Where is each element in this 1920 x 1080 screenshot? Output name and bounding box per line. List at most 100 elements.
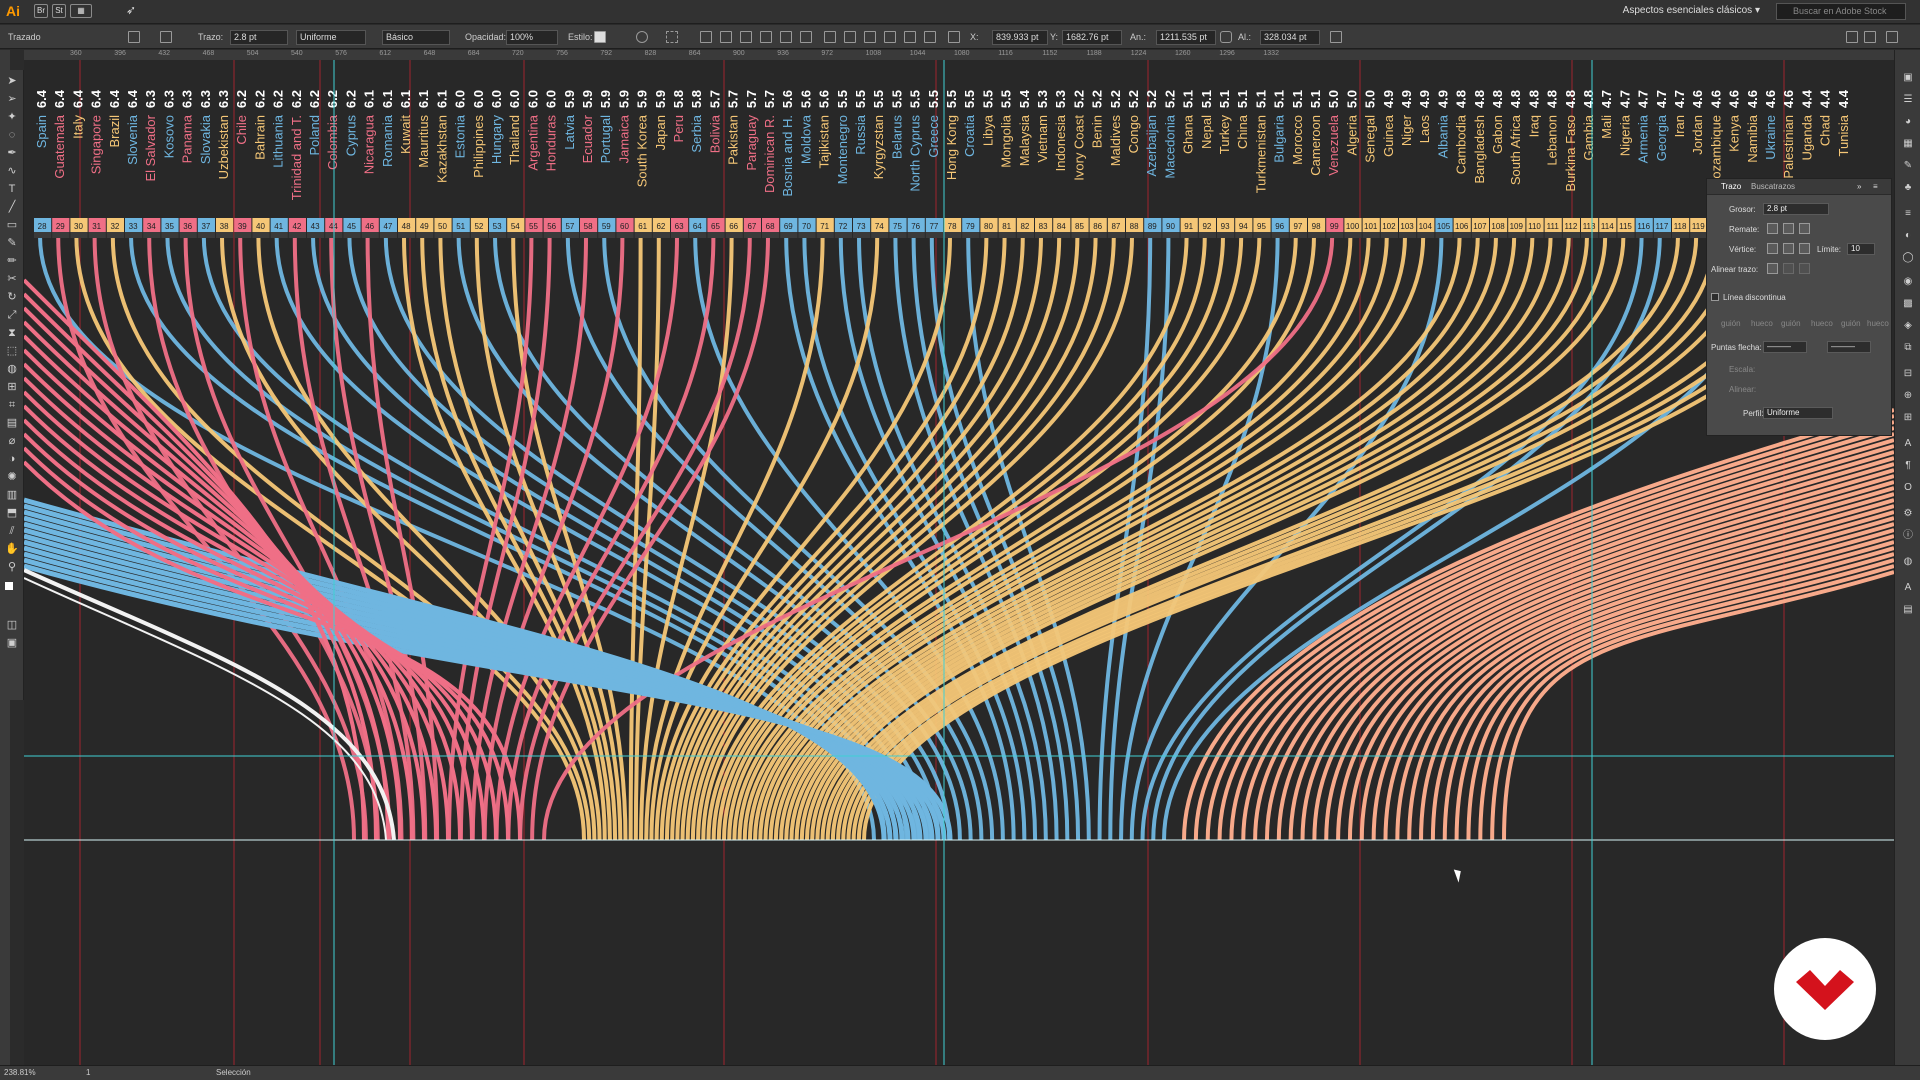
direct-selection-tool-icon[interactable]: ➢ [7,93,17,105]
align-top-icon[interactable] [760,31,772,43]
curvature-tool-icon[interactable]: ∿ [7,165,17,177]
select-similar-icon[interactable] [666,31,678,43]
navigator-panel-icon[interactable]: ◍ [1903,556,1913,567]
paragraph-panel-icon[interactable]: ¶ [1905,460,1911,471]
transform-panel-icon[interactable]: ⊞ [1903,412,1913,423]
y-field[interactable]: 1682.76 pt [1062,30,1122,45]
opentype-panel-icon[interactable]: O [1904,482,1912,493]
scale-tool-icon[interactable]: ⤢ [7,309,17,321]
artboards-panel-icon[interactable]: ⧉ [1904,342,1912,353]
opacity-field[interactable]: 100% [506,30,558,45]
panel-options-icon[interactable]: ≡ [1873,182,1878,191]
arrange-panels-icon[interactable] [1864,31,1876,43]
collapse-panel-icon[interactable]: » [1857,182,1862,191]
panel-menu-icon[interactable] [1846,31,1858,43]
bridge-button[interactable]: Br [34,4,48,18]
pathfinder-panel-icon[interactable]: ⊕ [1903,390,1913,401]
stock-search-input[interactable]: Buscar en Adobe Stock [1776,3,1906,20]
slice-tool-icon[interactable]: ⫽ [9,525,15,537]
align-bottom-icon[interactable] [800,31,812,43]
symbol-sprayer-tool-icon[interactable]: ✺ [7,471,17,483]
align-outside-stroke-button[interactable] [1799,263,1810,274]
width-field[interactable]: 1211.535 pt [1156,30,1216,45]
type-tool-icon[interactable]: T [8,183,16,195]
reference-point-icon[interactable] [948,31,960,43]
recolor-icon[interactable] [636,31,648,43]
rotate-tool-icon[interactable]: ↻ [7,291,17,303]
gradient-panel-icon[interactable]: ◐ [1904,230,1912,241]
properties-panel-icon[interactable]: ▣ [1903,72,1913,83]
screen-mode-icon[interactable]: ▣ [6,637,18,649]
menu-icon[interactable] [1886,31,1898,43]
limit-field[interactable]: 10 [1847,243,1875,255]
selection-tool-icon[interactable]: ➤ [7,75,17,87]
shape-builder-tool-icon[interactable]: ◍ [7,363,17,375]
line-tool-icon[interactable]: ╱ [8,201,16,213]
rectangle-tool-icon[interactable]: ▭ [6,219,18,231]
zoom-level[interactable]: 238.81% [4,1068,36,1077]
artboard-tool-icon[interactable]: ⬒ [6,507,18,519]
square-cap-button[interactable] [1799,223,1810,234]
width-tool-icon[interactable]: ⧗ [8,327,16,339]
align-inside-stroke-button[interactable] [1783,263,1794,274]
graph-tool-icon[interactable]: ▥ [6,489,18,501]
arrange-documents-icon[interactable]: ▦ [70,4,92,18]
height-field[interactable]: 328.034 pt [1260,30,1320,45]
pencil-tool-icon[interactable]: ✏ [7,255,17,267]
x-field[interactable]: 839.933 pt [992,30,1048,45]
symbols-panel-icon[interactable]: ♣ [1904,182,1912,193]
blend-tool-icon[interactable]: ◑ [8,453,16,465]
transparency-panel-icon[interactable]: ◯ [1902,252,1914,263]
stock-button[interactable]: St [52,4,66,18]
gradient-tool-icon[interactable]: ▤ [6,417,18,429]
stroke-weight-field[interactable]: 2.8 pt [230,30,288,45]
eyedropper-tool-icon[interactable]: ⌀ [8,435,16,447]
scissors-tool-icon[interactable]: ✂ [7,273,17,285]
libraries-panel-icon[interactable]: ☰ [1903,94,1913,105]
distribute-top-icon[interactable] [824,31,836,43]
align-center-stroke-button[interactable] [1767,263,1778,274]
info-panel-icon[interactable]: ⓘ [1903,530,1913,541]
constrain-proportions-icon[interactable] [1220,31,1232,43]
layers-panel-icon[interactable]: ◈ [1904,320,1912,331]
round-cap-button[interactable] [1783,223,1794,234]
fill-color-icon[interactable] [5,582,13,590]
artboard-canvas[interactable]: 28 29 30 31 32 33 34 35 36 37 38 39 40 41 42 43 44 45 46 47… [24,50,1894,1065]
lasso-tool-icon[interactable]: ◌ [8,129,16,141]
align-panel-icon[interactable]: ⊟ [1903,368,1913,379]
bevel-join-button[interactable] [1799,243,1810,254]
color-panel-icon[interactable]: ◕ [1904,116,1912,127]
draw-mode-icon[interactable]: ◫ [6,619,18,631]
current-tool-status[interactable]: Selección [216,1068,251,1077]
brush-dropdown[interactable]: Básico [382,30,450,45]
distribute-right-icon[interactable] [924,31,936,43]
flow-chart-artwork[interactable]: 28 29 30 31 32 33 34 35 36 37 38 39 40 41 42 43 44 45 46 47… [24,50,1894,1065]
type-panel-icon[interactable]: A [1904,582,1912,593]
round-join-button[interactable] [1783,243,1794,254]
distribute-center-icon[interactable] [904,31,916,43]
start-arrowhead-dropdown[interactable]: ――― [1763,341,1807,353]
tab-pathfinder[interactable]: Buscatrazos [1751,182,1796,191]
perspective-grid-tool-icon[interactable]: ⊞ [7,381,17,393]
send-icon[interactable]: ➶ [125,3,137,17]
graphic-styles-panel-icon[interactable]: ▩ [1903,298,1913,309]
mesh-tool-icon[interactable]: ⌗ [8,399,16,411]
workspace-switcher[interactable]: Aspectos esenciales clásicos ▾ [1622,5,1760,16]
align-right-icon[interactable] [740,31,752,43]
character-panel-icon[interactable]: A [1904,438,1912,449]
profile-dropdown[interactable]: Uniforme [1763,407,1833,419]
hand-tool-icon[interactable]: ✋ [5,543,19,555]
brushes-panel-icon[interactable]: ✎ [1903,160,1913,171]
butt-cap-button[interactable] [1767,223,1778,234]
horizontal-ruler[interactable]: 360 396 432 468 504 540 576 612 648 684 720 756 792 8… [24,50,1894,60]
appearance-panel-icon[interactable]: ◉ [1903,276,1913,287]
miter-join-button[interactable] [1767,243,1778,254]
stroke-profile-dropdown[interactable]: Uniforme [296,30,366,45]
end-arrowhead-dropdown[interactable]: ――― [1827,341,1871,353]
stroke-swatch-icon[interactable] [160,31,172,43]
magic-wand-tool-icon[interactable]: ✦ [7,111,17,123]
zoom-tool-icon[interactable]: ⚲ [7,561,17,573]
align-left-icon[interactable] [700,31,712,43]
distribute-bottom-icon[interactable] [864,31,876,43]
graphic-style-swatch[interactable] [594,31,606,43]
